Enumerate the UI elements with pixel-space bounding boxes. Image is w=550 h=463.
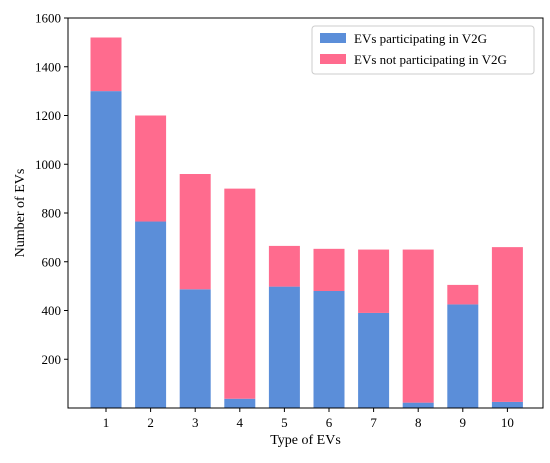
bar-participating-1 (90, 91, 122, 408)
x-tick-label: 1 (103, 415, 110, 430)
legend-label-participating: EVs participating in V2G (354, 31, 487, 46)
y-tick-label: 1000 (35, 157, 61, 172)
bar-not-participating-5 (268, 245, 300, 287)
bar-not-participating-2 (135, 115, 167, 222)
x-tick-label: 5 (281, 415, 288, 430)
legend-swatch-participating (320, 33, 346, 43)
bar-not-participating-9 (447, 284, 479, 305)
bar-not-participating-3 (179, 174, 211, 290)
bar-participating-5 (268, 286, 300, 408)
y-axis-title: Number of EVs (13, 169, 28, 258)
y-axis: 200 400 600 800 1000 1200 1400 1600 (35, 11, 68, 367)
y-tick-label: 1200 (35, 108, 61, 123)
bar-not-participating-6 (313, 248, 345, 291)
bar-participating-10 (491, 401, 523, 408)
legend-box (311, 25, 535, 75)
x-tick-label: 3 (192, 415, 199, 430)
x-tick-label: 2 (147, 415, 154, 430)
bar-not-participating-8 (402, 249, 434, 403)
legend-label-not-participating: EVs not participating in V2G (354, 52, 507, 67)
x-tick-label: 4 (237, 415, 244, 430)
bar-participating-7 (358, 312, 390, 408)
y-tick-label: 1400 (35, 59, 61, 74)
bars-group (90, 37, 523, 408)
bar-participating-2 (135, 221, 167, 408)
bar-participating-9 (447, 304, 479, 408)
bar-not-participating-10 (491, 247, 523, 402)
bar-participating-3 (179, 289, 211, 408)
x-tick-label: 6 (326, 415, 333, 430)
x-axis-title: Type of EVs (270, 433, 341, 448)
legend: EVs participating in V2G EVs not partici… (311, 25, 535, 75)
bar-not-participating-1 (90, 37, 122, 92)
y-tick-label: 200 (42, 352, 62, 367)
y-tick-label: 1600 (35, 11, 61, 26)
y-tick-label: 600 (42, 254, 62, 269)
x-tick-label: 7 (370, 415, 377, 430)
x-tick-label: 9 (460, 415, 467, 430)
bar-not-participating-4 (224, 188, 256, 399)
bar-participating-8 (402, 402, 434, 408)
x-axis: 1 2 3 4 5 6 7 8 9 10 (103, 408, 514, 430)
x-tick-label: 8 (415, 415, 422, 430)
bar-participating-6 (313, 291, 345, 408)
x-tick-label: 10 (501, 415, 514, 430)
y-tick-label: 400 (42, 303, 62, 318)
y-tick-label: 800 (42, 206, 62, 221)
bar-participating-4 (224, 398, 256, 408)
legend-swatch-not-participating (320, 54, 346, 64)
bar-not-participating-7 (358, 249, 390, 313)
